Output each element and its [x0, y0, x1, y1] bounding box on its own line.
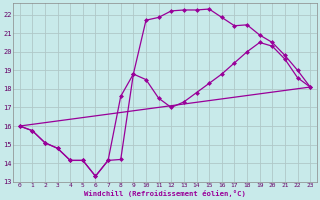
X-axis label: Windchill (Refroidissement éolien,°C): Windchill (Refroidissement éolien,°C)	[84, 190, 246, 197]
